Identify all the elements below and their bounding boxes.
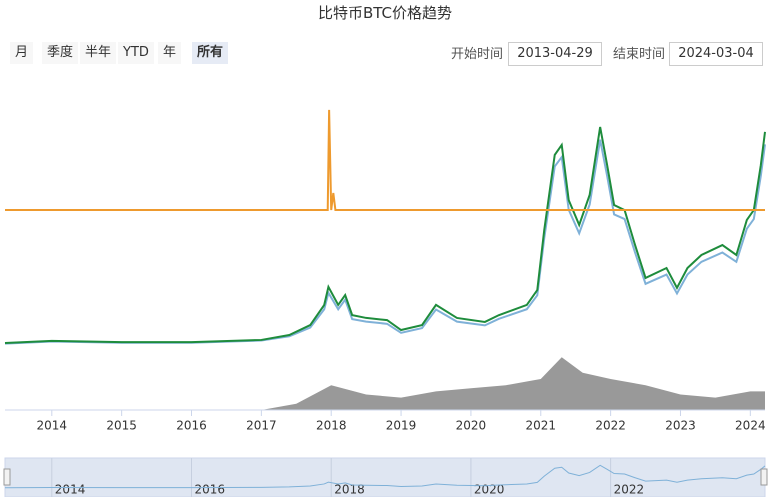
x-tick-label: 2020 xyxy=(456,419,487,433)
range-button[interactable]: 半年 xyxy=(80,42,117,64)
navigator-label: 2022 xyxy=(614,483,645,497)
navigator-label: 2018 xyxy=(334,483,365,497)
x-tick-label: 2022 xyxy=(595,419,626,433)
price-line xyxy=(4,139,766,345)
navigator-handle[interactable] xyxy=(3,468,11,486)
x-tick-label: 2024 xyxy=(735,419,766,433)
x-tick-label: 2016 xyxy=(176,419,207,433)
start-input[interactable]: 2013-04-29 xyxy=(508,42,602,66)
navigator-label: 2016 xyxy=(195,483,226,497)
price-line xyxy=(4,126,766,345)
title: 比特币BTC价格趋势 xyxy=(317,4,453,22)
navigator-line xyxy=(4,464,766,489)
range-button[interactable]: 所有 xyxy=(192,42,229,64)
navigator-handle[interactable] xyxy=(760,468,768,486)
x-tick-label: 2015 xyxy=(106,419,137,433)
price-line xyxy=(5,109,765,212)
range-button[interactable]: 年 xyxy=(158,42,182,64)
range-button[interactable]: 季度 xyxy=(42,42,79,64)
x-tick-label: 2023 xyxy=(665,419,696,433)
x-tick-label: 2018 xyxy=(316,419,347,433)
x-tick-label: 2014 xyxy=(37,419,68,433)
volume-area xyxy=(5,357,765,410)
start-label: 开始时间 xyxy=(451,47,504,62)
x-tick-label: 2021 xyxy=(525,419,556,433)
navigator-label: 2014 xyxy=(55,483,86,497)
navigator xyxy=(4,457,766,497)
end-label: 结束时间 xyxy=(613,47,666,62)
x-tick-label: 2019 xyxy=(386,419,417,433)
range-button[interactable]: 月 xyxy=(10,42,34,64)
range-button[interactable]: YTD xyxy=(118,42,154,64)
end-input[interactable]: 2024-03-04 xyxy=(669,42,763,66)
x-tick-label: 2017 xyxy=(246,419,277,433)
